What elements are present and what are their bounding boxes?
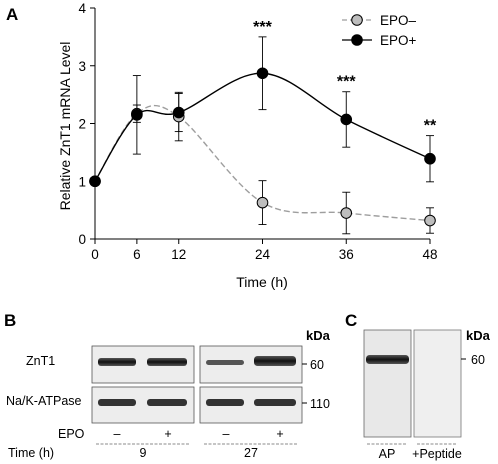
blot-b-nak-27h [199, 386, 303, 424]
x-tick-label: 0 [91, 247, 99, 262]
x-tick-label: 24 [255, 247, 271, 262]
x-tick-label: 12 [171, 247, 186, 262]
x-tick-label: 36 [339, 247, 354, 262]
series-line-epo-minus [94, 104, 431, 222]
data-point-epo-minus [256, 196, 269, 209]
data-point-epo-plus [256, 67, 269, 80]
legend: EPO– EPO+ [342, 13, 417, 48]
data-point-epo-minus [340, 207, 353, 219]
blot-c-kda-60: 60 [471, 353, 485, 367]
data-point-epo-plus [172, 106, 185, 119]
y-tick-label: 4 [78, 1, 86, 16]
band [254, 399, 296, 406]
x-tick-label: 6 [133, 247, 141, 262]
blot-b-znt1-9h [91, 345, 195, 384]
band [147, 399, 187, 406]
panel-label-a: A [6, 5, 18, 24]
y-tick-label: 0 [78, 232, 86, 247]
series-group: ******** [89, 19, 437, 235]
x-tick-label: 48 [422, 247, 437, 262]
legend-marker-epo-plus [351, 34, 363, 46]
y-tick-label: 3 [78, 59, 86, 74]
blot-b-time-9: 9 [140, 446, 147, 460]
data-point-epo-plus [424, 152, 436, 165]
legend-marker-epo-minus [351, 14, 363, 26]
blot-b-nak-9h [91, 386, 195, 424]
blot-b-epo-mark: – [114, 427, 121, 441]
blot-b-kda-110: 110 [310, 397, 330, 411]
band [98, 358, 136, 366]
legend-label-epo-minus: EPO– [380, 13, 417, 28]
blot-b-kda-60: 60 [310, 358, 324, 372]
band [98, 399, 136, 406]
panel-label-b: B [4, 311, 16, 330]
band [206, 399, 244, 406]
data-point-epo-plus [131, 109, 143, 121]
y-tick-label: 1 [78, 174, 86, 189]
blot-c-lane-label-peptide: +Peptide [412, 447, 462, 461]
blot-c-unit: kDa [466, 328, 491, 343]
blot-b-unit: kDa [306, 328, 331, 343]
panel-label-c: C [345, 311, 357, 330]
blot-b-time-27: 27 [244, 446, 258, 460]
data-point-epo-minus [424, 214, 436, 227]
data-point-epo-plus [89, 175, 101, 188]
blot-c-lane-label-ap: AP [379, 447, 396, 461]
blot-b-row-label-znt1: ZnT1 [26, 354, 55, 368]
legend-label-epo-plus: EPO+ [380, 33, 417, 48]
blot-c-lane-peptide [413, 329, 462, 438]
blot-c-lane-ap-band [366, 355, 409, 364]
significance-label: ** [424, 118, 437, 135]
blot-b-time-label: Time (h) [8, 446, 54, 460]
significance-label: *** [337, 74, 356, 91]
significance-label: *** [253, 19, 272, 36]
y-axis-label: Relative ZnT1 mRNA Level [57, 42, 73, 211]
x-axis-label: Time (h) [236, 274, 288, 290]
blot-b-epo-mark: + [276, 427, 283, 441]
blot-b-znt1-27h [199, 345, 303, 384]
band [254, 356, 296, 366]
band [206, 360, 244, 365]
band [147, 358, 187, 366]
band [366, 355, 409, 364]
blot-b-epo-label: EPO [58, 427, 85, 441]
y-tick-label: 2 [78, 117, 86, 132]
blot-b-epo-mark: + [164, 427, 171, 441]
blot-c-lane-ap [363, 329, 412, 438]
blot-b-epo-mark: – [223, 427, 230, 441]
blot-b-row-label-nak-atpase: Na/K-ATPase [6, 394, 82, 408]
data-point-epo-plus [340, 113, 353, 126]
